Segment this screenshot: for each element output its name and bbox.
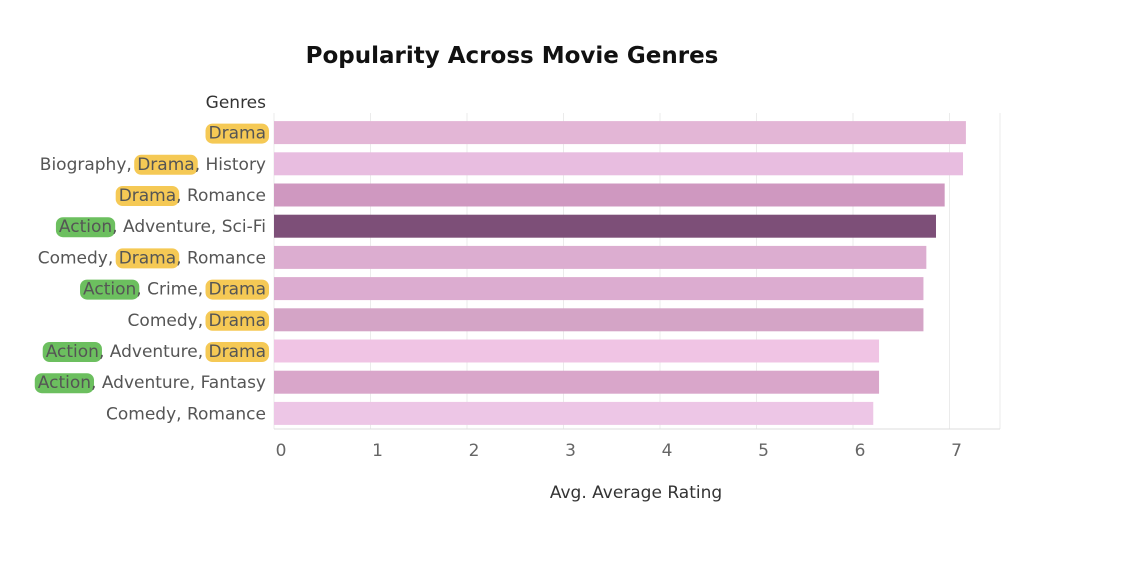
category-term: Biography bbox=[40, 155, 127, 175]
category-term: Comedy bbox=[106, 404, 176, 424]
bars bbox=[274, 121, 966, 425]
genre-highlight-action bbox=[80, 279, 140, 300]
x-tick-label: 4 bbox=[662, 441, 673, 461]
category-term: Action bbox=[38, 373, 91, 393]
category-label: Drama bbox=[209, 124, 266, 144]
genre-highlight-action bbox=[55, 217, 116, 238]
category-term: Drama bbox=[119, 186, 176, 206]
category-term: Comedy bbox=[128, 311, 198, 331]
highlight-layer bbox=[34, 123, 269, 394]
category-term: Action bbox=[59, 217, 112, 237]
category-term: Romance bbox=[187, 186, 266, 206]
category-term: Romance bbox=[187, 248, 266, 268]
category-term: Drama bbox=[119, 248, 176, 268]
genre-highlight-drama bbox=[205, 342, 269, 362]
genre-highlight-action bbox=[42, 342, 102, 362]
category-term: Comedy bbox=[38, 248, 108, 268]
x-tick-label: 7 bbox=[951, 441, 962, 461]
bar[interactable] bbox=[274, 214, 936, 238]
x-tick-label: 6 bbox=[855, 441, 866, 461]
bar[interactable] bbox=[274, 183, 945, 207]
x-tick-label: 2 bbox=[469, 441, 480, 461]
category-term: Drama bbox=[209, 280, 266, 300]
category-label: Drama, Romance bbox=[119, 186, 266, 206]
category-term: Adventure bbox=[110, 342, 198, 362]
bar[interactable] bbox=[274, 370, 880, 394]
genre-highlight-drama bbox=[205, 123, 269, 144]
bar[interactable] bbox=[274, 245, 927, 269]
category-term: Sci-Fi bbox=[222, 217, 266, 237]
category-label: Action, Adventure, Fantasy bbox=[38, 373, 266, 393]
x-tick-label: 3 bbox=[565, 441, 576, 461]
category-term: Drama bbox=[209, 342, 266, 362]
x-tick-label: 1 bbox=[372, 441, 383, 461]
bar[interactable] bbox=[274, 152, 964, 176]
genre-highlight-drama bbox=[134, 154, 198, 175]
genre-highlight-action bbox=[34, 373, 95, 394]
category-term: Drama bbox=[137, 155, 194, 175]
x-tick-labels: 0 1 2 3 4 5 6 7 bbox=[276, 441, 962, 461]
bar[interactable] bbox=[274, 339, 880, 363]
genre-highlight-drama bbox=[115, 186, 180, 206]
genre-highlight-drama bbox=[115, 248, 180, 269]
category-label: Comedy, Drama, Romance bbox=[38, 248, 266, 268]
x-axis-title: Avg. Average Rating bbox=[550, 483, 722, 503]
category-label: Biography, Drama, History bbox=[40, 155, 266, 175]
genre-highlight-drama bbox=[205, 310, 269, 331]
bar[interactable] bbox=[274, 308, 924, 332]
category-label: Action, Crime, Drama bbox=[83, 280, 266, 300]
bar[interactable] bbox=[274, 121, 966, 145]
category-term: Adventure bbox=[102, 373, 190, 393]
category-term: Drama bbox=[209, 124, 266, 144]
category-term: Crime bbox=[147, 280, 198, 300]
y-axis-title: Genres bbox=[206, 93, 266, 113]
category-term: Adventure bbox=[123, 217, 211, 237]
bar[interactable] bbox=[274, 401, 874, 425]
category-term: Fantasy bbox=[201, 373, 266, 393]
category-term: History bbox=[206, 155, 266, 175]
x-tick-label: 0 bbox=[276, 441, 287, 461]
category-label: Action, Adventure, Drama bbox=[46, 342, 266, 362]
chart-title: Popularity Across Movie Genres bbox=[306, 43, 719, 69]
category-term: Action bbox=[83, 280, 136, 300]
category-label: Action, Adventure, Sci-Fi bbox=[59, 217, 266, 237]
bar[interactable] bbox=[274, 277, 924, 301]
category-label: Comedy, Drama bbox=[128, 311, 266, 331]
category-term: Action bbox=[46, 342, 99, 362]
category-term: Romance bbox=[187, 404, 266, 424]
x-tick-label: 5 bbox=[758, 441, 769, 461]
category-label: Comedy, Romance bbox=[106, 404, 266, 424]
genre-highlight-drama bbox=[205, 279, 269, 300]
category-term: Drama bbox=[209, 311, 266, 331]
